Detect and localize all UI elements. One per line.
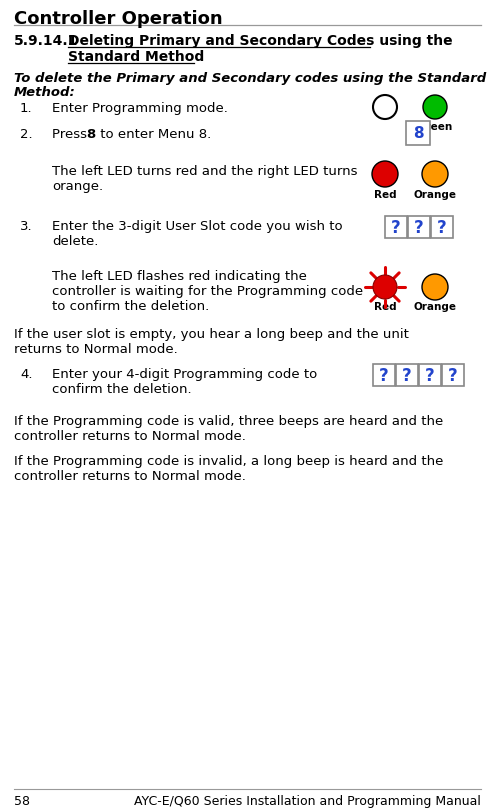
Text: Green: Green [417,122,452,132]
Text: 8: 8 [413,127,423,141]
Circle shape [423,96,447,120]
FancyBboxPatch shape [406,122,430,146]
Text: The left LED flashes red indicating the: The left LED flashes red indicating the [52,270,307,283]
Circle shape [422,275,448,301]
Text: to enter Menu 8.: to enter Menu 8. [96,128,211,141]
Text: If the Programming code is invalid, a long beep is heard and the: If the Programming code is invalid, a lo… [14,454,444,467]
FancyBboxPatch shape [396,365,418,387]
Text: Deleting Primary and Secondary Codes using the: Deleting Primary and Secondary Codes usi… [68,34,452,48]
FancyBboxPatch shape [385,217,407,238]
Text: ?: ? [448,367,458,384]
Text: Enter Programming mode.: Enter Programming mode. [52,102,228,115]
FancyBboxPatch shape [419,365,441,387]
Text: Method:: Method: [14,86,76,99]
Text: ?: ? [414,219,424,237]
Text: 1.: 1. [20,102,33,115]
Text: orange.: orange. [52,180,103,193]
Text: controller is waiting for the Programming code: controller is waiting for the Programmin… [52,285,363,298]
FancyBboxPatch shape [373,365,395,387]
Circle shape [373,276,397,299]
Text: to confirm the deletion.: to confirm the deletion. [52,299,209,312]
Circle shape [422,162,448,188]
Text: ?: ? [402,367,412,384]
Text: 58: 58 [14,794,30,807]
FancyBboxPatch shape [442,365,464,387]
Text: Red: Red [374,302,396,311]
Text: 3.: 3. [20,220,33,233]
Text: Enter your 4-digit Programming code to: Enter your 4-digit Programming code to [52,367,317,380]
FancyBboxPatch shape [408,217,430,238]
Text: ?: ? [437,219,447,237]
Text: Orange: Orange [413,190,456,200]
Text: ?: ? [425,367,435,384]
Text: 8: 8 [86,128,95,141]
Text: ?: ? [391,219,401,237]
Text: Standard Method: Standard Method [68,50,204,64]
Circle shape [373,96,397,120]
Text: Red: Red [374,190,396,200]
Text: confirm the deletion.: confirm the deletion. [52,383,192,396]
Text: Orange: Orange [413,302,456,311]
Text: ?: ? [379,367,389,384]
Text: returns to Normal mode.: returns to Normal mode. [14,342,178,355]
Text: Controller Operation: Controller Operation [14,10,223,28]
Text: Enter the 3-digit User Slot code you wish to: Enter the 3-digit User Slot code you wis… [52,220,343,233]
Text: 2.: 2. [20,128,33,141]
Text: controller returns to Normal mode.: controller returns to Normal mode. [14,430,246,443]
Text: The left LED turns red and the right LED turns: The left LED turns red and the right LED… [52,165,357,178]
Text: To delete the Primary and Secondary codes using the Standard: To delete the Primary and Secondary code… [14,72,486,85]
Text: 5.9.14.1: 5.9.14.1 [14,34,78,48]
Circle shape [372,162,398,188]
Text: controller returns to Normal mode.: controller returns to Normal mode. [14,470,246,483]
Text: AYC-E/Q60 Series Installation and Programming Manual: AYC-E/Q60 Series Installation and Progra… [134,794,481,807]
FancyBboxPatch shape [431,217,453,238]
Text: delete.: delete. [52,234,99,247]
Text: If the Programming code is valid, three beeps are heard and the: If the Programming code is valid, three … [14,414,443,427]
Text: If the user slot is empty, you hear a long beep and the unit: If the user slot is empty, you hear a lo… [14,328,409,341]
Text: Press: Press [52,128,91,141]
Text: 4.: 4. [20,367,33,380]
